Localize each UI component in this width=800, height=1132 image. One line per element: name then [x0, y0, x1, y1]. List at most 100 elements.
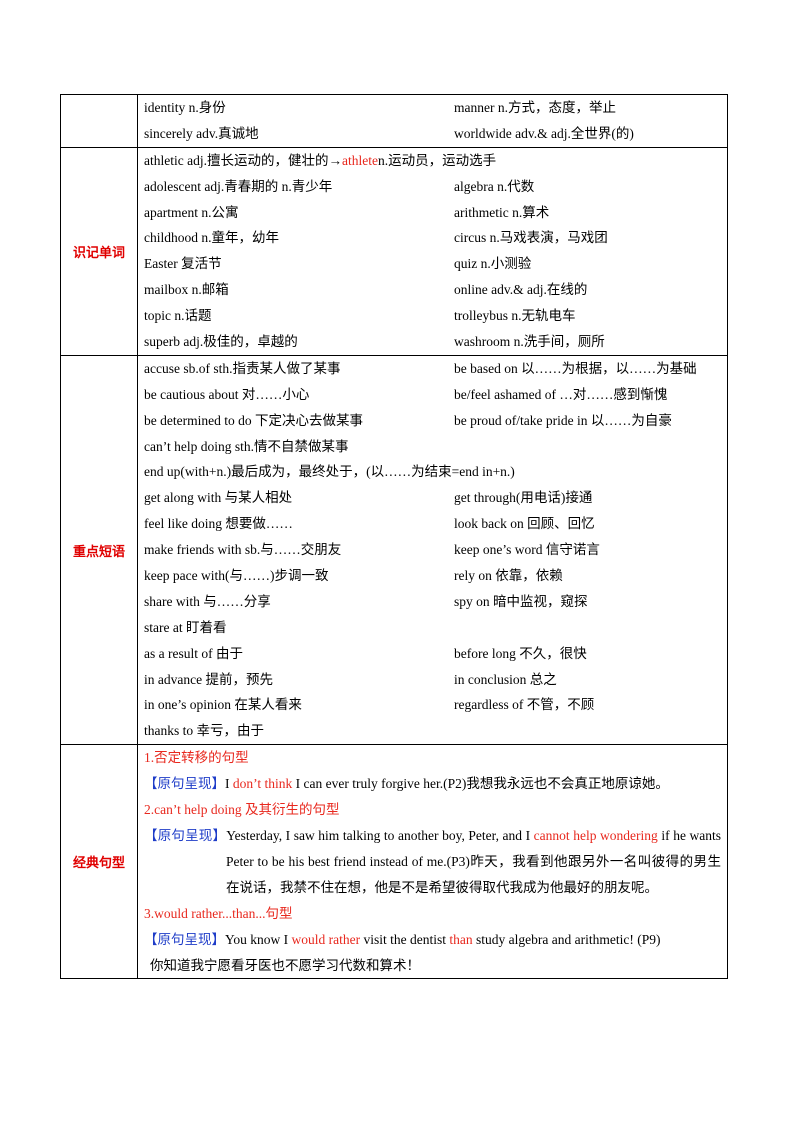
left-entry: stare at 盯着看	[144, 619, 227, 635]
left-entry: can’t help doing sth.情不自禁做某事	[144, 438, 349, 454]
line: apartment n.公寓 arithmetic n.算术	[138, 200, 727, 226]
sentences-cell: 1.否定转移的句型 【原句呈现】I don’t think I can ever …	[137, 744, 728, 980]
sentence-text: visit the dentist	[360, 931, 450, 947]
sentence-text: study algebra and arithmetic! (P9)	[472, 931, 661, 947]
right-entry: keep one’s word 信守诺言	[454, 542, 600, 558]
entry-text: n.运动员，运动选手	[377, 152, 497, 168]
right-entry: worldwide adv.& adj.全世界(的)	[454, 125, 634, 141]
right-entry: trolleybus n.无轨电车	[454, 308, 576, 324]
tag: 【原句呈现】	[144, 827, 227, 843]
left-entry: superb adj.极佳的，卓越的	[144, 334, 298, 350]
line: accuse sb.of sth.指责某人做了某事 be based on 以………	[138, 356, 727, 382]
line: get along with 与某人相处 get through(用电话)接通	[138, 485, 727, 511]
highlight: would rather	[291, 931, 361, 947]
left-entry: thanks to 幸亏，由于	[144, 723, 264, 739]
line: feel like doing 想要做…… look back on 回顾、回忆	[138, 511, 727, 537]
line: as a result of 由于 before long 不久，很快	[138, 641, 727, 667]
phrases-cell: accuse sb.of sth.指责某人做了某事 be based on 以………	[137, 354, 728, 746]
left-entry: as a result of 由于	[144, 645, 243, 661]
left-entry: keep pace with(与……)步调一致	[144, 568, 329, 584]
left-entry: accuse sb.of sth.指责某人做了某事	[144, 360, 341, 376]
section-label: 识记单词	[60, 146, 138, 356]
line: in advance 提前，预先 in conclusion 总之	[138, 667, 727, 693]
right-entry: circus n.马戏表演，马戏团	[454, 230, 608, 246]
sentence-text: I	[225, 776, 233, 792]
right-entry: rely on 依靠，依赖	[454, 568, 563, 584]
right-entry: look back on 回顾、回忆	[454, 516, 595, 532]
words-cell: athletic adj.擅长运动的，健壮的→ athlete n.运动员，运动选…	[137, 146, 728, 356]
line: topic n.话题 trolleybus n.无轨电车	[138, 303, 727, 329]
highlight: athlete	[341, 152, 378, 168]
line: share with 与……分享 spy on 暗中监视，窥探	[138, 589, 727, 615]
right-entry: quiz n.小测验	[454, 256, 532, 272]
example: 【原句呈现】Yesterday, I saw him talking to an…	[138, 823, 727, 901]
right-entry: regardless of 不管，不顾	[454, 697, 595, 713]
line: in one’s opinion 在某人看来 regardless of 不管，…	[138, 692, 727, 718]
right-entry: be/feel ashamed of …对……感到惭愧	[454, 386, 668, 402]
translation: 你知道我宁愿看牙医也不愿学习代数和算术！	[150, 957, 420, 973]
line: end up(with+n.)最后成为，最终处于，(以……为结束=end in+…	[138, 459, 727, 485]
left-entry: get along with 与某人相处	[144, 490, 293, 506]
left-entry: topic n.话题	[144, 308, 212, 324]
line: be determined to do 下定决心去做某事 be proud of/…	[138, 408, 727, 434]
right-entry: manner n.方式，态度，举止	[454, 100, 616, 115]
right-entry: get through(用电话)接通	[454, 490, 593, 506]
heading: 3.would rather...than...句型	[144, 905, 293, 921]
intro-cell: identity n.身份 manner n.方式，态度，举止 sincerely …	[137, 94, 728, 148]
heading: 1.否定转移的句型	[144, 750, 249, 766]
line: be cautious about 对……小心 be/feel ashamed o…	[138, 382, 727, 408]
line: stare at 盯着看	[138, 615, 727, 641]
line: Easter 复活节 quiz n.小测验	[138, 251, 727, 277]
sentence-text: I can ever truly forgive her.(P2)我想我永远也不…	[292, 776, 669, 792]
left-entry: childhood n.童年，幼年	[144, 230, 279, 246]
section-label: 重点短语	[60, 354, 138, 746]
left-entry: in one’s opinion 在某人看来	[144, 697, 302, 713]
highlight: cannot help wondering	[533, 827, 658, 843]
section-label: 经典句型	[60, 744, 138, 980]
right-entry: online adv.& adj.在线的	[454, 282, 588, 298]
left-entry: feel like doing 想要做……	[144, 516, 293, 532]
right-entry: algebra n.代数	[454, 178, 535, 194]
left-entry: adolescent adj.青春期的 n.青少年	[144, 178, 333, 194]
right-entry: before long 不久，很快	[454, 645, 587, 661]
heading: 2.can’t help doing 及其衍生的句型	[144, 802, 340, 818]
right-entry: in conclusion 总之	[454, 671, 557, 687]
left-entry: Easter 复活节	[144, 256, 222, 272]
entry-text: athletic adj.擅长运动的，健壮的→	[144, 152, 342, 168]
line: childhood n.童年，幼年 circus n.马戏表演，马戏团	[138, 225, 727, 251]
sentence-text: if he wants Peter to be his best friend …	[226, 827, 722, 895]
line: thanks to 幸亏，由于	[138, 718, 727, 744]
left-entry: mailbox n.邮箱	[144, 282, 229, 298]
line: identity n.身份 manner n.方式，态度，举止	[138, 95, 727, 121]
tag: 【原句呈现】	[144, 776, 225, 792]
left-entry: be determined to do 下定决心去做某事	[144, 412, 363, 428]
left-entry: be cautious about 对……小心	[144, 386, 310, 402]
sentence-text: You know I	[225, 931, 292, 947]
left-entry: in advance 提前，预先	[144, 671, 273, 687]
line: adolescent adj.青春期的 n.青少年 algebra n.代数	[138, 174, 727, 200]
highlight: don’t think	[232, 776, 293, 792]
line: can’t help doing sth.情不自禁做某事	[138, 434, 727, 460]
vocab-table: identity n.身份 manner n.方式，态度，举止 sincerely …	[60, 94, 728, 980]
right-entry: arithmetic n.算术	[454, 204, 550, 220]
left-entry: identity n.身份	[144, 100, 226, 115]
left-entry: sincerely adv.真诚地	[144, 125, 259, 141]
left-entry: share with 与……分享	[144, 593, 271, 609]
line: make friends with sb.与……交朋友 keep one’s wo…	[138, 537, 727, 563]
line: superb adj.极佳的，卓越的 washroom n.洗手间，厕所	[138, 329, 727, 355]
example: 【原句呈现】You know I would rather visit the …	[138, 927, 727, 953]
line: mailbox n.邮箱 online adv.& adj.在线的	[138, 277, 727, 303]
right-entry: be proud of/take pride in 以……为自豪	[454, 412, 672, 428]
line: keep pace with(与……)步调一致 rely on 依靠，依赖	[138, 563, 727, 589]
highlight: than	[449, 931, 473, 947]
example: 【原句呈现】I don’t think I can ever truly for…	[138, 771, 727, 797]
line: athletic adj.擅长运动的，健壮的→ athlete n.运动员，运动选…	[138, 148, 727, 174]
line: sincerely adv.真诚地 worldwide adv.& adj.全世界…	[138, 121, 727, 147]
right-entry: washroom n.洗手间，厕所	[454, 334, 605, 350]
left-entry: make friends with sb.与……交朋友	[144, 542, 342, 558]
sentence-text: Yesterday, I saw him talking to another …	[226, 827, 534, 843]
empty-label	[60, 94, 138, 148]
right-entry: be based on 以……为根据，以……为基础	[454, 360, 697, 376]
right-entry: spy on 暗中监视，窥探	[454, 593, 588, 609]
